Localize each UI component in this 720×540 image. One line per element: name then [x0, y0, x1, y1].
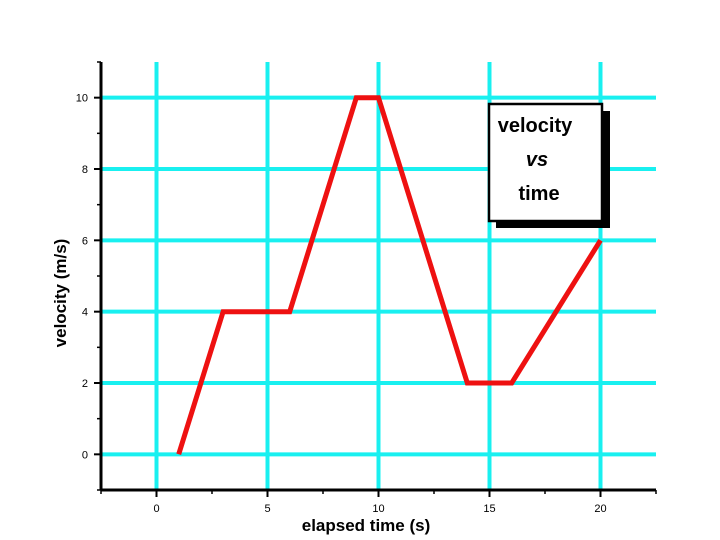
y-tick-label: 10: [76, 93, 88, 105]
y-tick-label: 8: [82, 164, 88, 176]
legend-frame: [487, 102, 604, 223]
legend-line-2: vs: [526, 149, 548, 171]
x-tick-label: 10: [372, 503, 384, 515]
y-tick-label: 6: [82, 235, 88, 247]
legend-box: velocity vs time: [487, 102, 610, 228]
series-layer: [176, 95, 603, 456]
x-tick-label: 20: [594, 503, 606, 515]
tick-labels: 0 5 10 15 20 0 2 4 6 8 10: [76, 93, 607, 515]
legend-line-1: velocity: [498, 115, 573, 137]
x-tick-label: 15: [483, 503, 495, 515]
y-tick-label: 2: [82, 378, 88, 390]
legend-line-3: time: [518, 183, 559, 205]
tick-marks: [94, 61, 657, 497]
y-axis-title: velocity (m/s): [51, 239, 70, 348]
x-tick-label: 5: [264, 503, 270, 515]
x-tick-label: 0: [153, 503, 159, 515]
velocity-line: [176, 95, 603, 456]
x-axis-title: elapsed time (s): [302, 516, 431, 535]
y-tick-label: 4: [82, 307, 88, 319]
y-tick-label: 0: [82, 449, 88, 461]
